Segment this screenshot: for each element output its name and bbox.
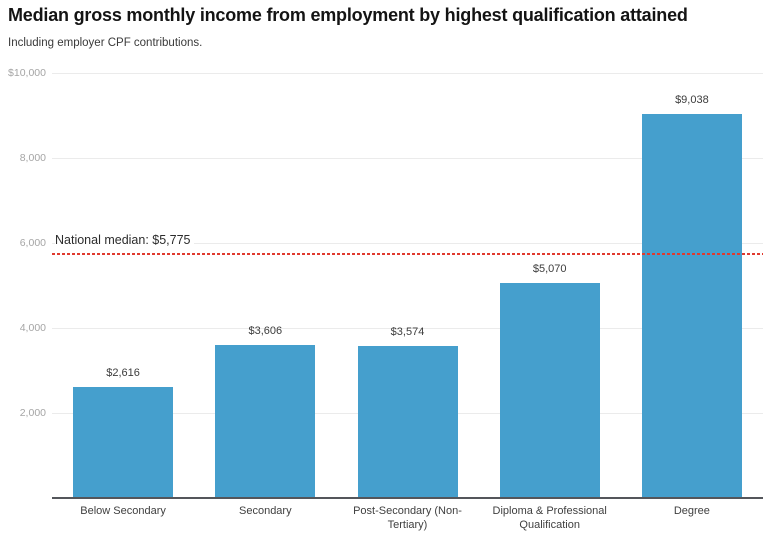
gridline	[52, 158, 763, 159]
bar-degree	[641, 113, 742, 497]
bar-below-secondary	[73, 386, 174, 497]
x-axis-tick-label: Degree	[673, 505, 710, 517]
x-axis-tick-label: Post-Secondary (Non-Tertiary)	[353, 505, 462, 532]
gridline	[52, 73, 763, 74]
y-axis-tick-label: 6,000	[19, 237, 46, 249]
x-axis-line	[52, 497, 763, 499]
gridline	[52, 243, 763, 244]
y-axis-tick-label: 8,000	[19, 152, 46, 164]
bar-diploma-professional-qualification	[499, 282, 600, 497]
x-axis-tick-label: Below Secondary	[80, 505, 166, 517]
bar-value-label: $3,574	[390, 326, 425, 339]
national-median-reference-line	[52, 253, 763, 255]
x-axis-tick-label: Secondary	[239, 505, 292, 517]
bar-value-label: $5,070	[532, 262, 567, 275]
chart-title: Median gross monthly income from employm…	[8, 5, 688, 25]
national-median-label: National median: $5,775	[55, 233, 194, 248]
bar-value-label: $9,038	[675, 93, 709, 106]
y-axis-tick-label: $10,000	[8, 67, 46, 79]
bar-value-label: $2,616	[106, 366, 140, 379]
gridline	[52, 328, 763, 329]
y-axis-tick-label: 2,000	[19, 407, 46, 419]
bar-post-secondary-non-tertiary	[357, 346, 458, 497]
y-axis-tick-label: 4,000	[19, 322, 46, 334]
bar-secondary	[215, 344, 316, 497]
bar-value-label: $3,606	[248, 324, 283, 337]
x-axis-tick-label: Diploma & Professional Qualification	[492, 505, 607, 532]
chart-subtitle: Including employer CPF contributions.	[8, 37, 203, 49]
